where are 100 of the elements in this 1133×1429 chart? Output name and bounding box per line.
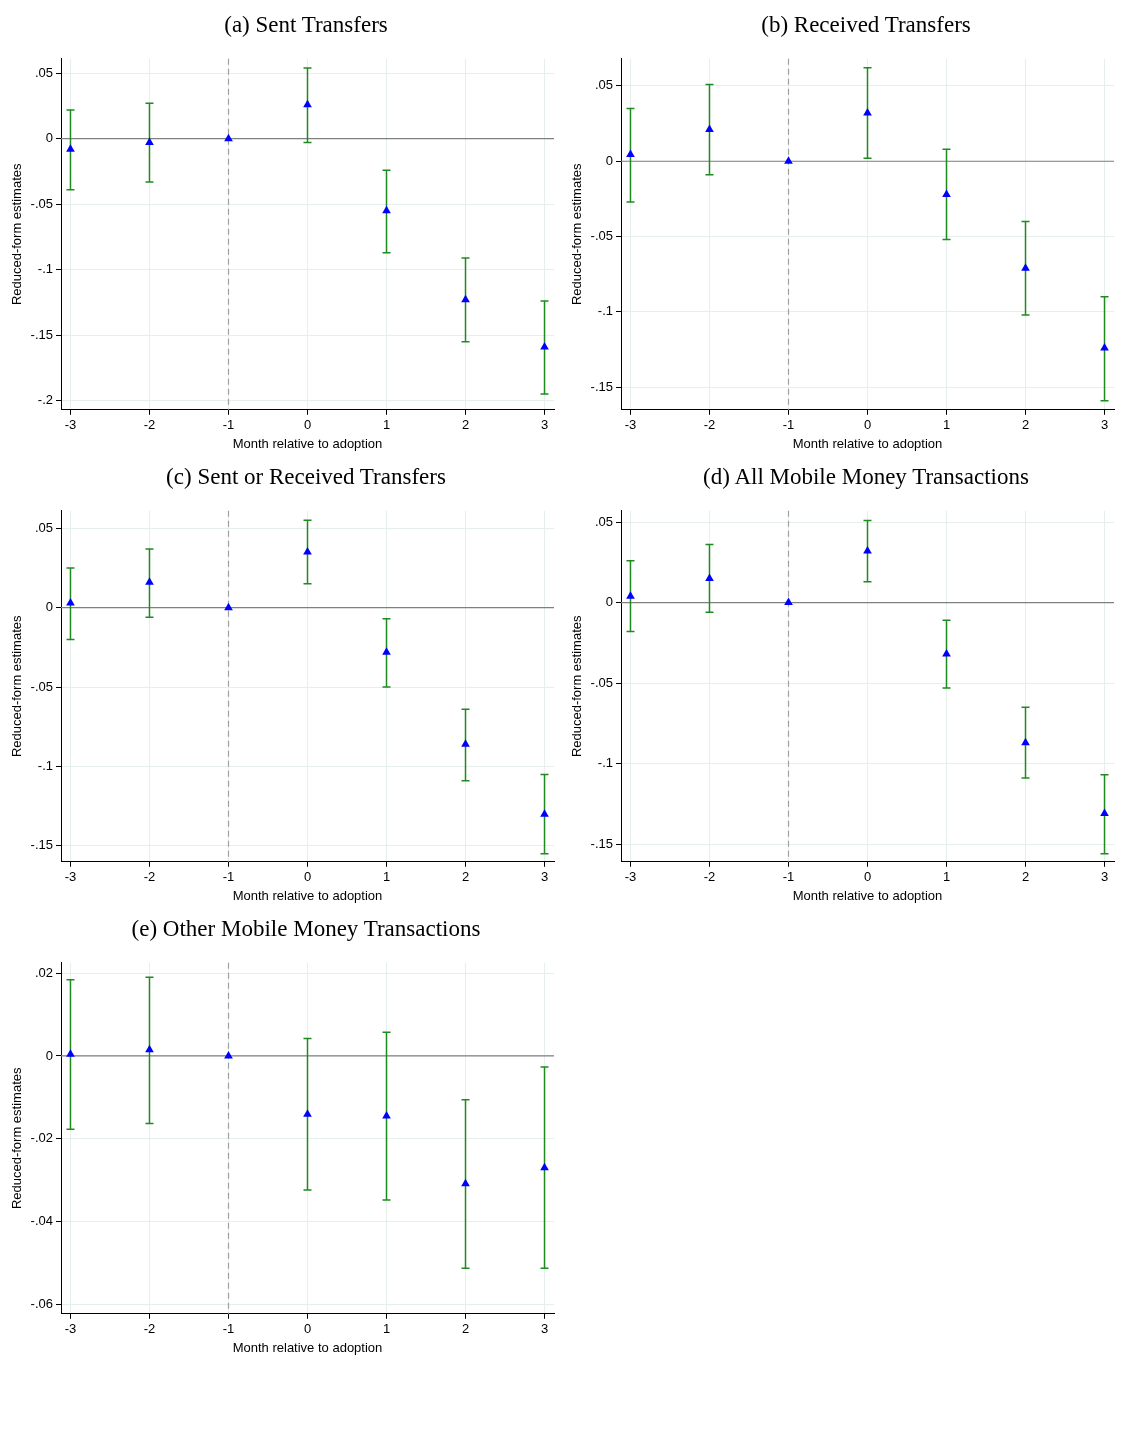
point [66,144,75,152]
point [1021,263,1030,271]
x-axis-title: Month relative to adoption [232,887,383,903]
y-tick-label: -.2 [37,392,53,408]
point [540,1162,549,1171]
x-tick-label: 2 [461,869,470,885]
x-tick-label: 1 [942,869,951,885]
point [382,647,391,655]
point [1100,808,1109,816]
point [863,108,872,116]
y-tick-label: -.15 [590,835,613,851]
point [626,149,635,157]
x-axis-title: Month relative to adoption [232,1339,383,1355]
point [1100,343,1109,351]
y-axis-title: Reduced-form estimates [9,615,25,758]
x-tick-label: -2 [703,417,716,433]
y-axis-title: Reduced-form estimates [569,615,585,758]
y-tick-label: -.1 [597,755,613,771]
y-axis-title: Reduced-form estimates [569,163,585,306]
point [942,649,951,657]
y-tick-label: -.05 [30,195,53,211]
y-tick-label: -.1 [37,758,53,774]
x-tick-label: 1 [382,417,391,433]
point [705,573,714,581]
point [382,1110,391,1119]
x-tick-label: 0 [303,417,312,433]
x-tick-label: -2 [143,1321,156,1337]
point [66,597,75,606]
point [461,294,470,303]
x-tick-label: -3 [64,1321,77,1337]
point [705,124,714,133]
point [224,602,233,611]
x-tick-label: -1 [782,869,795,885]
point [382,205,391,214]
y-tick-label: -.02 [30,1130,53,1146]
point [784,597,793,606]
x-tick-label: 0 [863,417,872,433]
x-tick-label: -1 [222,1321,235,1337]
x-tick-label: 0 [303,1321,312,1337]
x-tick-label: 1 [382,869,391,885]
x-tick-label: 3 [540,869,549,885]
chart-title: (d) All Mobile Money Transactions [702,463,1030,491]
x-tick-label: -1 [222,869,235,885]
x-tick-label: 2 [461,417,470,433]
x-tick-label: -2 [143,869,156,885]
x-tick-label: -3 [64,417,77,433]
x-tick-label: -2 [703,869,716,885]
x-tick-label: -3 [624,869,637,885]
y-tick-label: 0 [45,599,53,615]
x-tick-label: -1 [782,417,795,433]
point [863,546,872,554]
point [145,137,154,146]
x-tick-label: 3 [540,417,549,433]
point [540,341,549,350]
chart-title: (a) Sent Transfers [223,11,389,39]
x-axis-title: Month relative to adoption [232,435,383,451]
point [303,99,312,108]
point [461,1178,470,1187]
y-tick-label: -.15 [30,326,53,342]
point [461,739,470,747]
x-tick-label: -3 [64,869,77,885]
y-tick-label: .05 [594,513,613,529]
point [66,1049,75,1057]
y-tick-label: -.06 [30,1295,53,1311]
x-tick-label: 0 [863,869,872,885]
x-tick-label: 1 [942,417,951,433]
y-tick-label: -.05 [590,674,613,690]
x-tick-label: 0 [303,869,312,885]
point [540,809,549,817]
y-tick-label: .05 [34,64,53,80]
y-tick-label: .05 [34,519,53,535]
y-tick-label: -.05 [30,678,53,694]
y-tick-label: 0 [45,1047,53,1063]
y-axis-title: Reduced-form estimates [9,163,25,306]
y-tick-label: -.04 [30,1213,53,1229]
chart-title: (b) Received Transfers [760,11,972,39]
point [303,547,312,555]
y-tick-label: 0 [605,594,613,610]
point [784,156,793,164]
chart-title: (c) Sent or Received Transfers [165,463,447,491]
x-tick-label: -3 [624,417,637,433]
point [942,189,951,197]
point [1021,737,1030,746]
y-tick-label: -.15 [30,837,53,853]
point [145,1044,154,1053]
y-tick-label: 0 [605,152,613,168]
x-tick-label: 3 [1100,417,1109,433]
point [224,1050,233,1059]
y-tick-label: .02 [34,964,53,980]
x-axis-title: Month relative to adoption [792,887,943,903]
y-tick-label: -.1 [597,303,613,319]
y-tick-label: 0 [45,130,53,146]
y-tick-label: -.15 [590,378,613,394]
point [224,133,233,142]
x-axis-title: Month relative to adoption [792,435,943,451]
x-tick-label: -2 [143,417,156,433]
y-axis-title: Reduced-form estimates [9,1067,25,1210]
x-tick-label: 3 [540,1321,549,1337]
point [145,577,154,585]
point [626,591,635,599]
